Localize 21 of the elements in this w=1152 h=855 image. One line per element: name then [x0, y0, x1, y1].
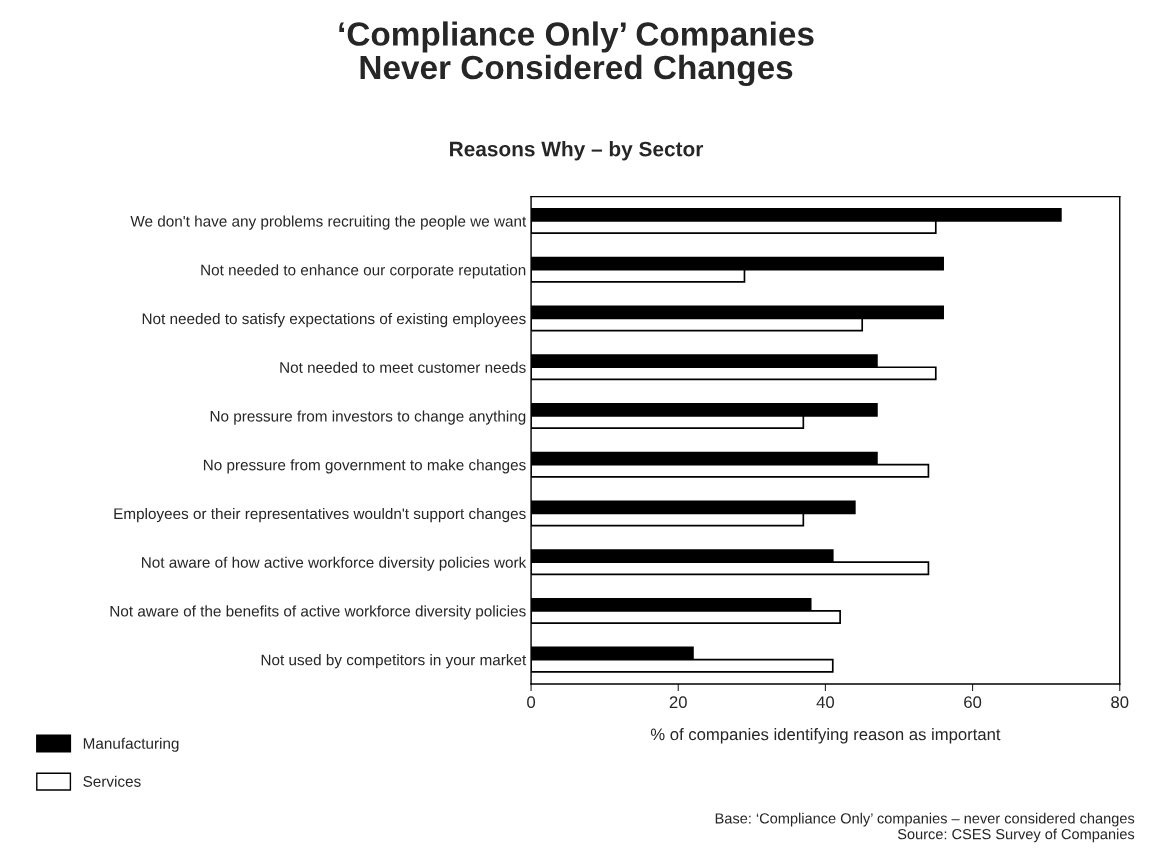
- legend-label: Manufacturing: [83, 737, 179, 752]
- y-tick-label: Not used by competitors in your market: [261, 654, 527, 669]
- chart-title: ‘Compliance Only’ Companies Never Considered Changes: [339, 21, 814, 87]
- text: Base: ‘Compliance Only’ companies – never considered changes Source: CSES Survey of Companies: [715, 812, 1135, 843]
- x-tick-label: 80: [1111, 696, 1129, 709]
- x-axis-title: % of companies identifying reason as important: [650, 728, 1001, 744]
- x-tick-label: 20: [669, 696, 687, 709]
- chart-subtitle: Reasons Why – by Sector: [450, 141, 704, 161]
- x-tick-label: 40: [816, 696, 835, 709]
- y-tick-label: Not aware of how active workforce diversity policies work: [142, 556, 527, 571]
- x-tick-label: 60: [964, 696, 982, 709]
- y-tick-label: Not needed to enhance our corporate reputation: [201, 264, 526, 279]
- y-tick-label: Employees or their representatives wouldn't support changes: [114, 507, 526, 523]
- y-tick-label: Not needed to satisfy expectations of existing employees: [142, 312, 526, 328]
- legend-label: Services: [83, 775, 141, 787]
- y-tick-label: Not needed to meet customer needs: [280, 361, 526, 373]
- y-tick-label: Not aware of the benefits of active workforce diversity policies: [110, 605, 526, 620]
- y-tick-label: No pressure from investors to change anything: [210, 410, 526, 425]
- y-tick-label: We don't have any problems recruiting the people we want: [130, 215, 527, 230]
- x-tick-label: 0: [527, 696, 536, 709]
- y-tick-label: No pressure from government to make changes: [203, 459, 526, 474]
